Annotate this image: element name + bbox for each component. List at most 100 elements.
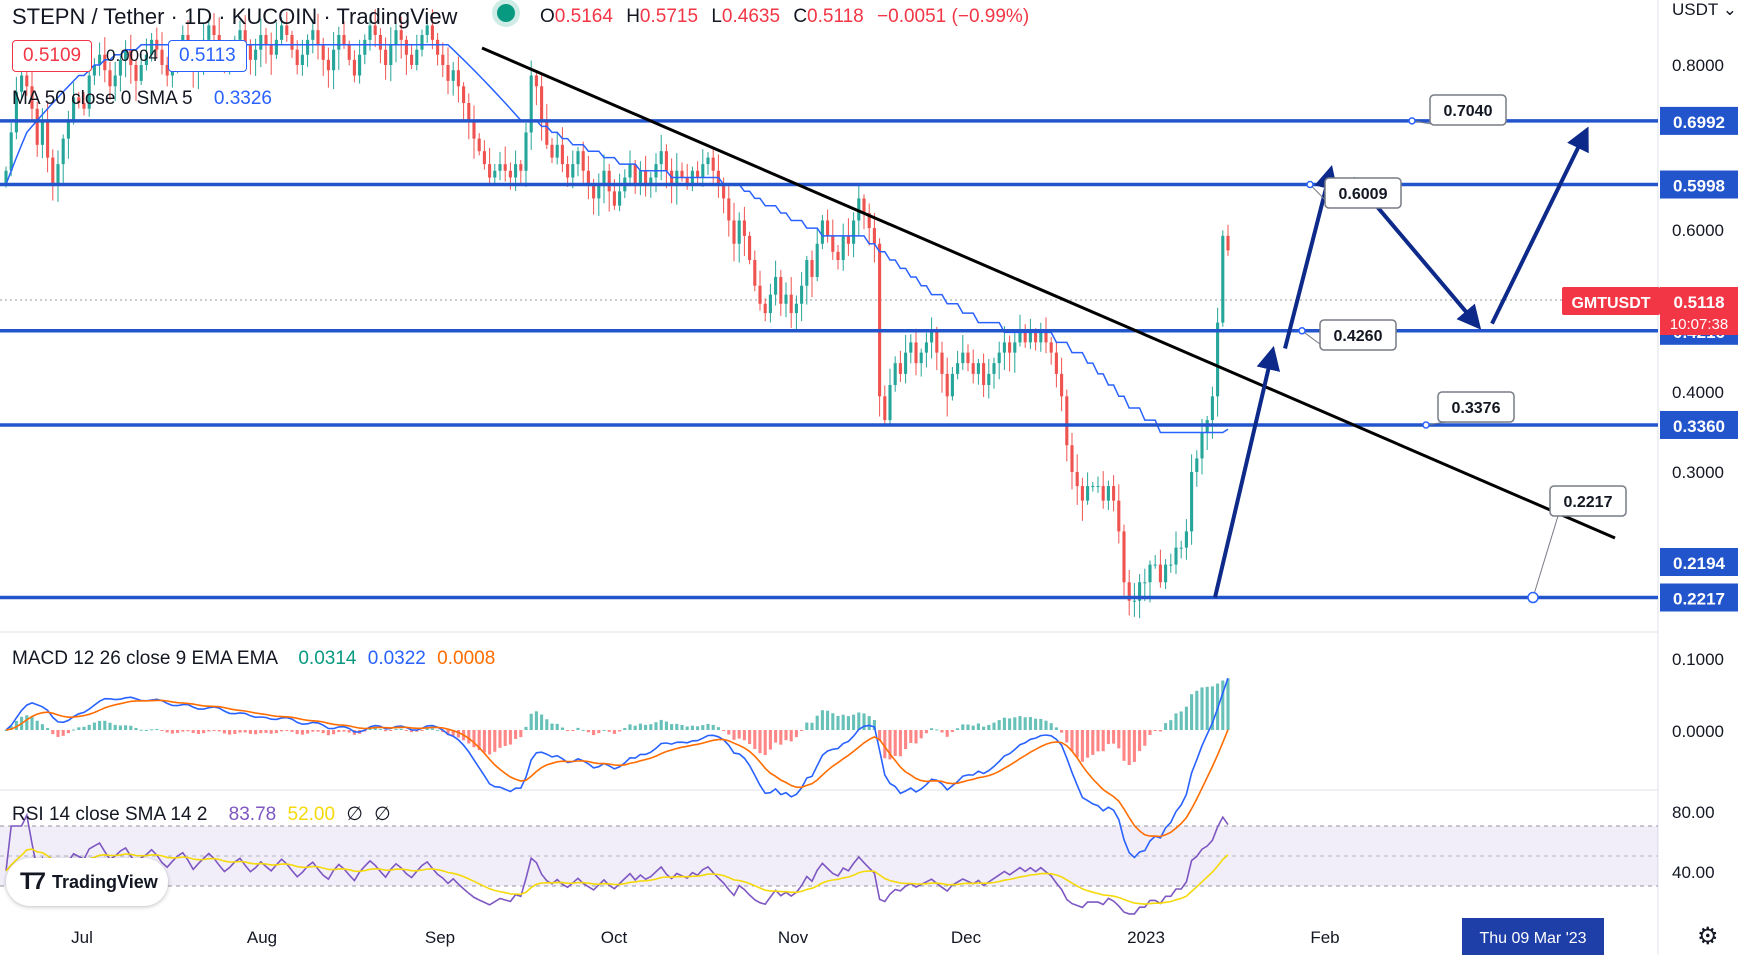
candle (1086, 486, 1090, 501)
macd-histogram-bar (269, 730, 273, 734)
macd-histogram-bar (170, 730, 174, 734)
callout-box[interactable] (1319, 319, 1397, 351)
candle (451, 70, 455, 81)
macd-histogram-bar (384, 730, 388, 732)
x-axis-tick-label: Aug (247, 928, 277, 947)
level-price-tag[interactable] (1660, 583, 1738, 612)
macd-histogram-bar (956, 728, 960, 730)
callout-anchor[interactable] (1422, 421, 1430, 429)
macd-legend[interactable]: MACD 12 26 close 9 EMA EMA 0.0314 0.0322… (12, 648, 495, 670)
candle (680, 170, 684, 178)
macd-histogram-bar (300, 730, 304, 735)
level-price-tag[interactable] (1660, 410, 1738, 439)
macd-histogram-bar (644, 724, 648, 730)
macd-histogram-bar (1153, 730, 1157, 731)
candle (243, 30, 247, 45)
buy-button[interactable]: 0.5113 (168, 40, 247, 72)
macd-histogram-bar (155, 728, 159, 730)
macd-histogram-bar (623, 728, 627, 730)
callout-box[interactable] (1549, 485, 1627, 517)
macd-histogram-bar (1018, 716, 1022, 730)
tradingview-logo[interactable]: T7 TradingView (6, 858, 168, 906)
candle (134, 65, 138, 81)
candle (165, 65, 169, 76)
callout-anchor[interactable] (1527, 591, 1539, 604)
macd-histogram-bar (61, 730, 65, 736)
candle (103, 54, 107, 71)
projection-arrow[interactable] (1283, 165, 1338, 349)
symbol-tag[interactable] (1562, 287, 1660, 315)
callout-anchor[interactable] (1298, 327, 1306, 335)
macd-histogram-bar (727, 730, 731, 735)
trendline[interactable] (481, 46, 1616, 540)
macd-histogram-bar (768, 730, 772, 750)
projection-arrow[interactable] (1490, 126, 1589, 325)
macd-histogram-bar (248, 730, 252, 734)
macd-histogram-bar (1028, 717, 1032, 730)
macd-histogram-bar (404, 730, 408, 731)
candle (498, 164, 502, 171)
candle (685, 177, 689, 185)
crosshair-date-tag[interactable] (1462, 918, 1604, 955)
candle (456, 70, 460, 87)
macd-histogram-bar (779, 730, 783, 745)
projection-arrow[interactable] (1213, 345, 1281, 598)
macd-histogram-bar (581, 729, 585, 731)
candle (1127, 582, 1131, 601)
candle (290, 34, 294, 50)
candle (40, 120, 44, 145)
currency-selector[interactable]: USDT ⌄ (1672, 0, 1737, 20)
candle (384, 49, 388, 65)
macd-signal-line[interactable] (5, 699, 1229, 838)
macd-histogram-bar (654, 722, 658, 730)
rsi-ma-line[interactable] (5, 848, 1229, 905)
candle (1143, 582, 1147, 584)
macd-histogram-bar (66, 730, 70, 734)
candle (888, 384, 892, 421)
macd-histogram-bar (1086, 730, 1090, 758)
trendline-group (481, 46, 1616, 540)
macd-histogram-bar (274, 730, 278, 734)
candle (4, 170, 8, 184)
macd-histogram-bar (566, 730, 570, 732)
macd-histogram-bar (987, 724, 991, 730)
candle (971, 363, 975, 374)
macd-histogram-bar (826, 710, 830, 730)
macd-histogram-bar (1132, 730, 1136, 762)
callout-box[interactable] (1429, 94, 1507, 126)
macd-line[interactable] (5, 677, 1229, 859)
rsi-label: RSI 14 close SMA 14 2 (12, 804, 208, 825)
macd-histogram-bar (1164, 723, 1168, 730)
sell-button[interactable]: 0.5109 (12, 40, 93, 72)
y-axis-tick-label: 0.8000 (1672, 56, 1724, 75)
rsi-band (0, 826, 1658, 886)
current-price-tag[interactable] (1660, 287, 1738, 335)
macd-histogram-bar (878, 730, 882, 741)
callout-box[interactable] (1437, 391, 1515, 423)
y-axis-tick-label: 0.4000 (1672, 383, 1724, 402)
candle (919, 352, 923, 364)
candle (758, 285, 762, 304)
macd-histogram-bar (1096, 730, 1100, 752)
callout-box[interactable] (1324, 177, 1402, 209)
macd-histogram-bar (332, 730, 336, 735)
callout-anchor[interactable] (1306, 180, 1314, 189)
candle (732, 220, 736, 244)
candle (482, 151, 486, 165)
macd-histogram-bar (430, 728, 434, 730)
macd-histogram-bar (113, 724, 117, 730)
callout-anchor[interactable] (1408, 117, 1416, 125)
ma-legend[interactable]: MA 50 close 0 SMA 5 0.3326 (12, 88, 272, 110)
rsi-legend[interactable]: RSI 14 close SMA 14 2 83.78 52.00 ∅ ∅ (12, 803, 391, 826)
macd-histogram-bar (181, 730, 185, 732)
level-price-tag[interactable] (1660, 106, 1738, 135)
candle (701, 164, 705, 178)
rsi-line[interactable] (5, 812, 1229, 915)
candle (150, 39, 154, 55)
macd-histogram-bar (805, 722, 809, 730)
gear-icon[interactable]: ⚙ (1697, 923, 1719, 950)
macd-histogram-bar (1184, 706, 1188, 730)
level-price-tag[interactable] (1660, 170, 1738, 199)
macd-histogram-bar (285, 730, 289, 731)
